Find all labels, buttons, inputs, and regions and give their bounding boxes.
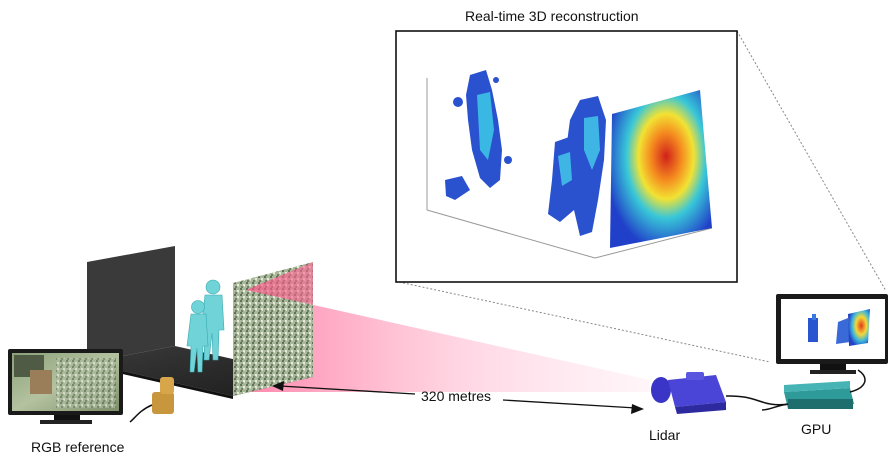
gpu-box xyxy=(761,369,866,411)
rgb-camera xyxy=(129,377,174,423)
lidar-label: Lidar xyxy=(649,427,681,443)
projection-line-bottom xyxy=(398,281,771,363)
rgb-monitor xyxy=(8,349,123,424)
point-cloud-figures xyxy=(548,96,606,236)
point-cloud-left xyxy=(445,70,512,200)
back-wall xyxy=(87,246,175,363)
lidar-device xyxy=(651,372,791,414)
projection-line-top xyxy=(736,30,887,292)
rgb-reference-label: RGB reference xyxy=(31,439,125,455)
lidar-beam xyxy=(246,262,650,392)
inset-title-text: Real-time 3D reconstruction xyxy=(465,8,639,24)
point-cloud-wall xyxy=(610,90,712,248)
human-figures xyxy=(186,279,225,373)
distance-arrow xyxy=(272,381,644,414)
reconstruction-inset xyxy=(395,30,738,283)
distance-label: 320 metres xyxy=(421,388,492,404)
gpu-label: GPU xyxy=(801,421,832,437)
display-monitor xyxy=(776,294,888,374)
